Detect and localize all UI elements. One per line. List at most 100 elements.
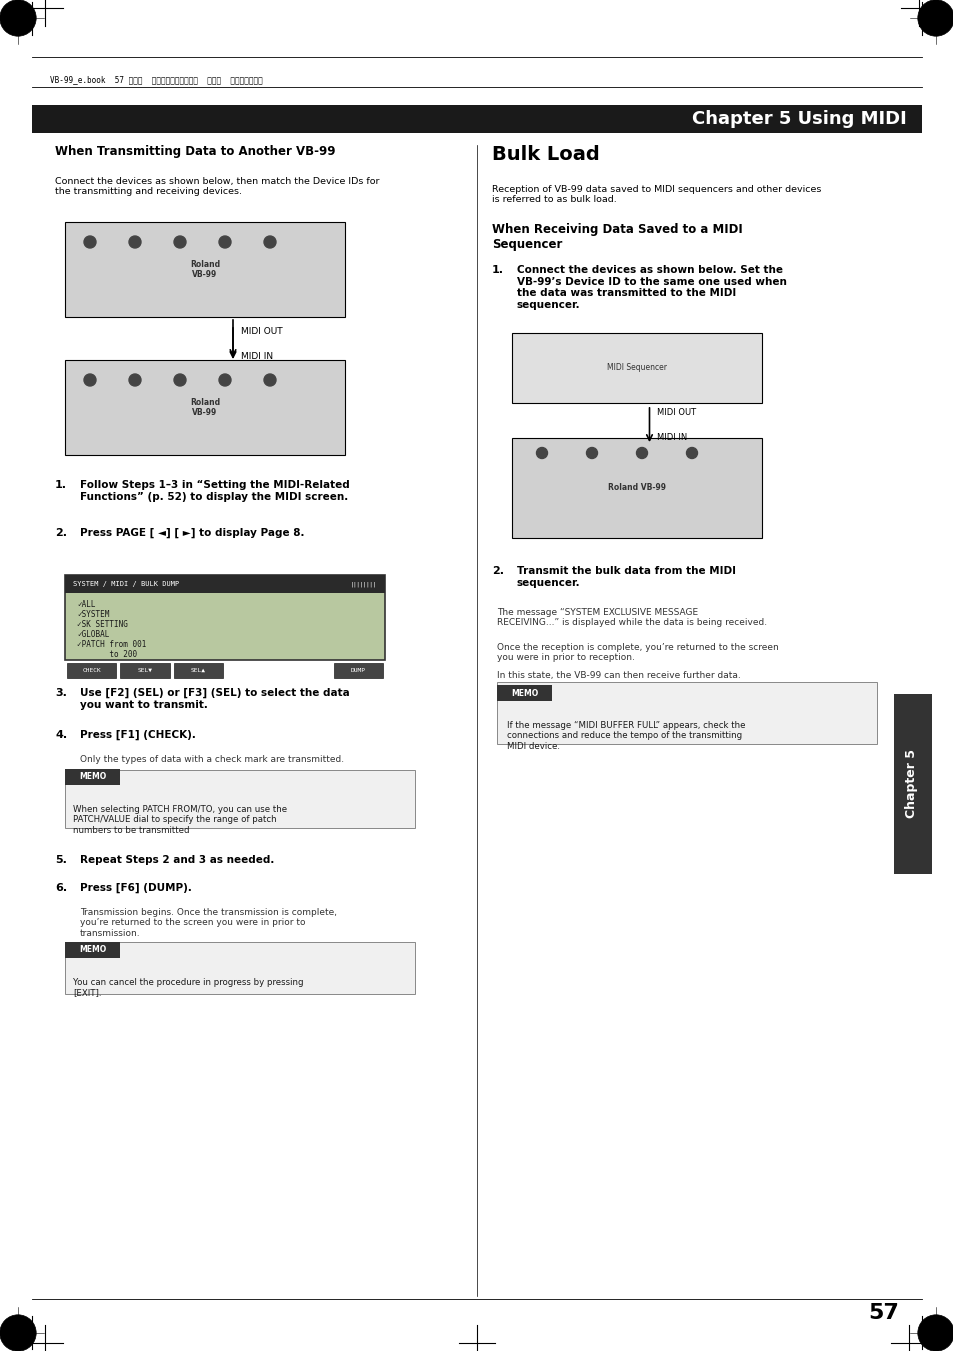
Bar [65,576,385,593]
Text: When Receiving Data Saved to a MIDI
Sequencer: When Receiving Data Saved to a MIDI Sequ… [492,223,742,251]
Text: Follow Steps 1–3 in “Setting the MIDI-Related
Functions” (p. 52) to display the : Follow Steps 1–3 in “Setting the MIDI-Re… [80,480,350,501]
Text: SEL▲: SEL▲ [191,667,206,673]
Bar [512,332,761,403]
Text: 3.: 3. [55,688,67,698]
Circle shape [927,11,943,26]
Text: MEMO: MEMO [79,946,106,955]
Bar [65,942,120,958]
Text: 57: 57 [867,1302,898,1323]
Circle shape [917,1315,953,1351]
Circle shape [0,0,36,36]
Text: to 200: to 200 [77,650,137,659]
Text: ✓SK SETTING: ✓SK SETTING [77,620,128,630]
Circle shape [173,236,186,249]
Circle shape [264,236,275,249]
Text: When Transmitting Data to Another VB-99: When Transmitting Data to Another VB-99 [55,145,335,158]
Text: Transmission begins. Once the transmission is complete,
you’re returned to the s: Transmission begins. Once the transmissi… [80,908,336,938]
Text: ||||||||: |||||||| [351,581,376,586]
Text: 2.: 2. [55,528,67,538]
Text: MEMO: MEMO [511,689,537,697]
Bar [497,685,552,701]
Bar [497,682,876,744]
Bar [334,663,382,678]
Text: In this state, the VB-99 can then receive further data.: In this state, the VB-99 can then receiv… [497,671,740,680]
Text: Use [F2] (SEL) or [F3] (SEL) to select the data
you want to transmit.: Use [F2] (SEL) or [F3] (SEL) to select t… [80,688,350,709]
Text: ✓SYSTEM: ✓SYSTEM [77,611,110,619]
Text: When selecting PATCH FROM/TO, you can use the
PATCH/VALUE dial to specify the ra: When selecting PATCH FROM/TO, you can us… [73,805,287,835]
Text: ✓GLOBAL: ✓GLOBAL [77,630,110,639]
Circle shape [129,236,141,249]
Text: DUMP: DUMP [351,667,365,673]
Circle shape [927,1325,943,1340]
Bar [65,576,385,661]
Text: MIDI OUT: MIDI OUT [241,327,282,336]
Bar [173,663,223,678]
Circle shape [5,1320,30,1346]
Text: Transmit the bulk data from the MIDI
sequencer.: Transmit the bulk data from the MIDI seq… [517,566,735,588]
Text: MIDI IN: MIDI IN [241,353,273,362]
Circle shape [636,447,647,458]
Text: 4.: 4. [55,730,67,740]
Text: MIDI OUT: MIDI OUT [657,408,696,417]
Text: Chapter 5: Chapter 5 [904,748,918,819]
Bar [65,770,415,828]
Circle shape [219,374,231,386]
Bar [32,105,921,132]
Circle shape [5,5,30,31]
Text: 6.: 6. [55,884,67,893]
Text: Connect the devices as shown below. Set the
VB-99’s Device ID to the same one us: Connect the devices as shown below. Set … [517,265,786,309]
Text: MIDI IN: MIDI IN [657,434,687,442]
Text: You can cancel the procedure in progress by pressing
[EXIT].: You can cancel the procedure in progress… [73,978,303,997]
Bar [512,438,761,538]
Text: ✓ALL: ✓ALL [77,600,95,609]
Text: MIDI Sequencer: MIDI Sequencer [606,363,666,373]
Circle shape [219,236,231,249]
Text: SEL▼: SEL▼ [137,667,152,673]
Text: Once the reception is complete, you’re returned to the screen
you were in prior : Once the reception is complete, you’re r… [497,643,778,662]
Circle shape [923,1320,948,1346]
Circle shape [84,374,96,386]
Bar [65,359,345,455]
Circle shape [686,447,697,458]
Text: Roland
VB-99: Roland VB-99 [190,397,220,417]
Text: SYSTEM / MIDI / BULK DUMP: SYSTEM / MIDI / BULK DUMP [73,581,179,586]
Circle shape [0,1315,36,1351]
Circle shape [923,5,948,31]
Text: Reception of VB-99 data saved to MIDI sequencers and other devices
is referred t: Reception of VB-99 data saved to MIDI se… [492,185,821,204]
Text: Roland
VB-99: Roland VB-99 [190,259,220,280]
Bar [65,222,345,317]
Circle shape [10,11,26,26]
Bar [65,769,120,785]
Circle shape [173,374,186,386]
Text: Press [F6] (DUMP).: Press [F6] (DUMP). [80,884,192,893]
Bar [893,693,931,874]
Text: 1.: 1. [55,480,67,490]
Bar [120,663,170,678]
Text: If the message “MIDI BUFFER FULL” appears, check the
connections and reduce the : If the message “MIDI BUFFER FULL” appear… [506,721,744,751]
Text: Repeat Steps 2 and 3 as needed.: Repeat Steps 2 and 3 as needed. [80,855,274,865]
Bar [67,663,116,678]
Text: Only the types of data with a check mark are transmitted.: Only the types of data with a check mark… [80,755,344,765]
Circle shape [586,447,597,458]
Text: 2.: 2. [492,566,503,576]
Circle shape [536,447,547,458]
Text: MEMO: MEMO [79,773,106,781]
Bar [65,942,415,994]
Text: 1.: 1. [492,265,503,276]
Text: 5.: 5. [55,855,67,865]
Text: ✓PATCH from 001: ✓PATCH from 001 [77,640,146,648]
Text: Press [F1] (CHECK).: Press [F1] (CHECK). [80,730,195,740]
Text: Chapter 5 Using MIDI: Chapter 5 Using MIDI [692,109,906,128]
Text: Connect the devices as shown below, then match the Device IDs for
the transmitti: Connect the devices as shown below, then… [55,177,379,196]
Text: The message “SYSTEM EXCLUSIVE MESSAGE
RECEIVING...” is displayed while the data : The message “SYSTEM EXCLUSIVE MESSAGE RE… [497,608,766,627]
Text: CHECK: CHECK [82,667,101,673]
Circle shape [917,0,953,36]
Circle shape [84,236,96,249]
Circle shape [129,374,141,386]
Text: Bulk Load: Bulk Load [492,145,599,163]
Circle shape [264,374,275,386]
Text: Roland VB-99: Roland VB-99 [607,484,665,493]
Text: Press PAGE [ ◄] [ ►] to display Page 8.: Press PAGE [ ◄] [ ►] to display Page 8. [80,528,304,538]
Text: VB-99_e.book  57 ページ  ２００８年８月１８日  月曜日  午後１時１０分: VB-99_e.book 57 ページ ２００８年８月１８日 月曜日 午後１時１… [50,76,262,84]
Circle shape [10,1325,26,1340]
